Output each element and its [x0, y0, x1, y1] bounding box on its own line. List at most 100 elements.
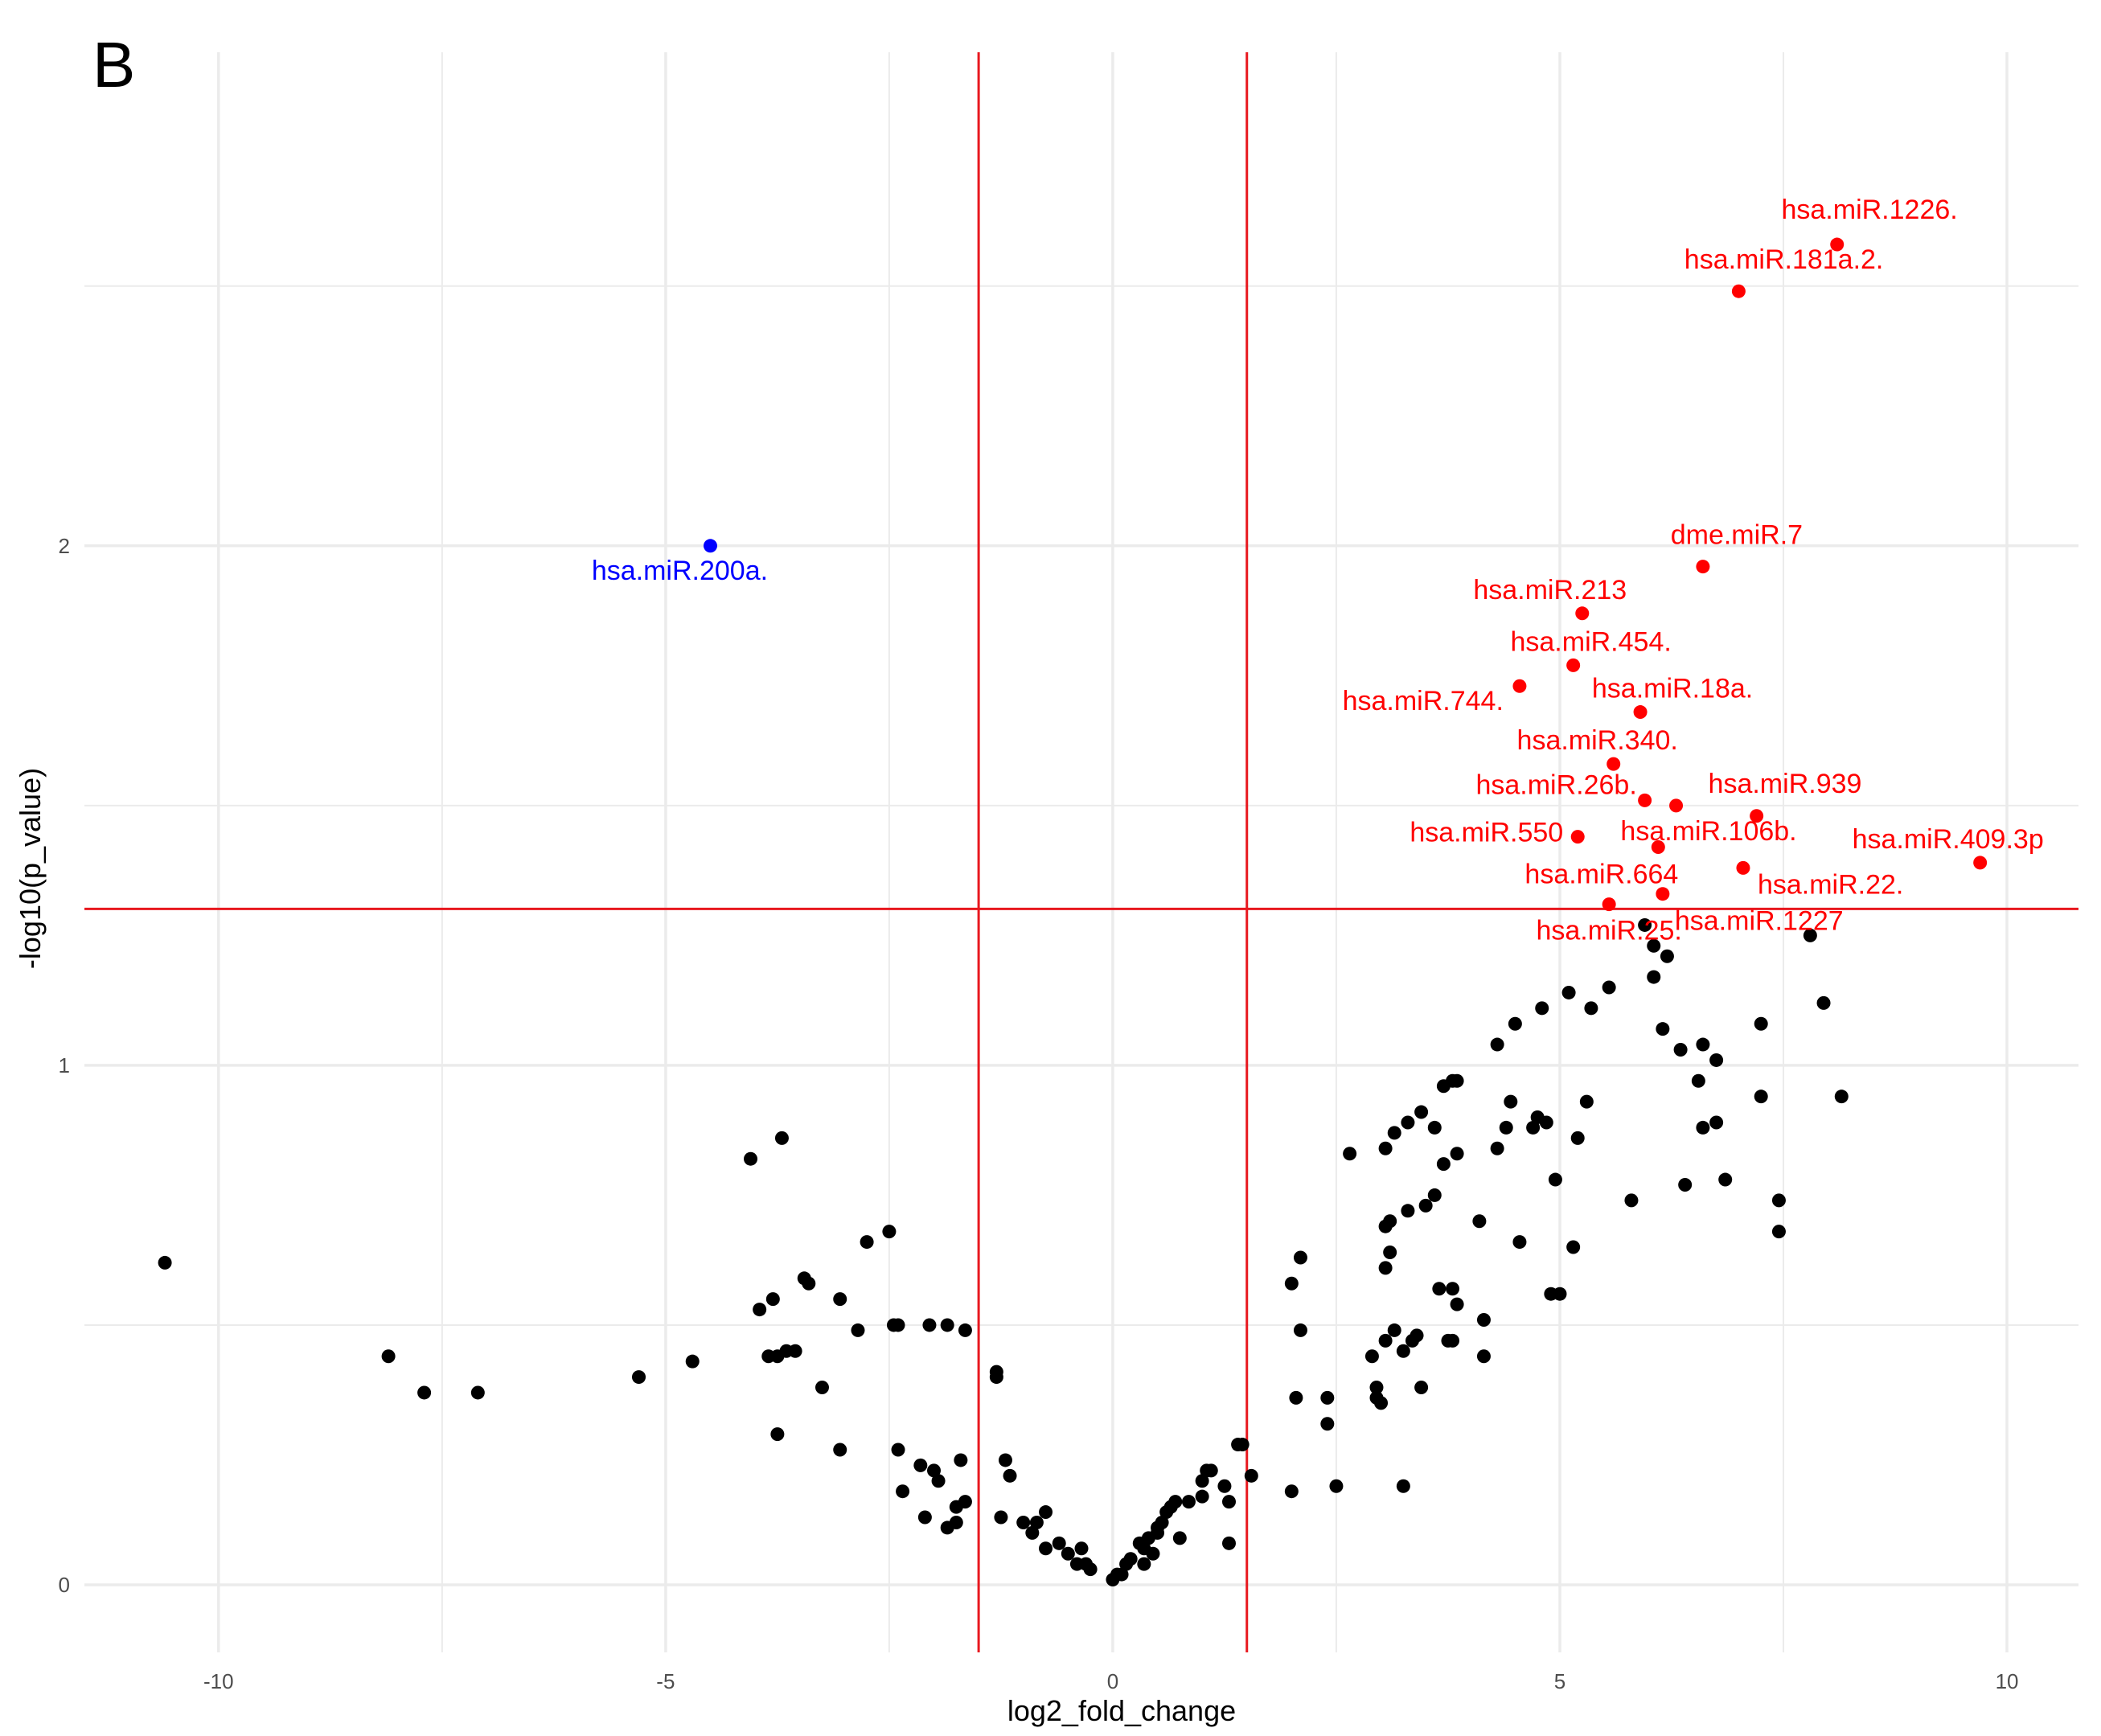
- data-point: [1378, 1333, 1393, 1348]
- significant-point: [1750, 809, 1764, 823]
- significant-point: [1570, 830, 1585, 844]
- data-point: [1083, 1562, 1098, 1577]
- data-point: [1691, 1073, 1705, 1088]
- data-point: [1168, 1495, 1183, 1509]
- data-point: [1535, 1001, 1549, 1016]
- data-point: [381, 1349, 396, 1364]
- data-point: [1343, 1147, 1357, 1161]
- significant-point: [1638, 793, 1652, 807]
- data-point: [1816, 995, 1831, 1010]
- point-label: hsa.miR.939: [1709, 769, 1862, 799]
- data-point: [1123, 1552, 1138, 1566]
- data-point: [685, 1354, 700, 1369]
- significant-point: [1633, 705, 1648, 720]
- data-point: [833, 1443, 847, 1457]
- data-point: [833, 1292, 847, 1307]
- data-point: [1561, 985, 1576, 999]
- significant-point: [1731, 284, 1746, 298]
- data-point: [788, 1344, 802, 1358]
- data-point: [1446, 1282, 1460, 1296]
- data-point: [1114, 1567, 1129, 1582]
- data-point: [1539, 1115, 1553, 1130]
- data-point: [1678, 1178, 1693, 1192]
- data-point: [1320, 1390, 1335, 1405]
- data-point: [1504, 1094, 1518, 1109]
- data-point: [1432, 1282, 1446, 1296]
- data-point: [1696, 1120, 1710, 1135]
- data-point: [1638, 917, 1652, 932]
- data-point: [774, 1131, 789, 1145]
- significant-point: [1973, 856, 1988, 870]
- data-point: [940, 1318, 954, 1332]
- data-point: [1244, 1468, 1258, 1483]
- data-point: [770, 1427, 785, 1442]
- data-point: [765, 1292, 780, 1307]
- panel-letter: B: [92, 29, 135, 101]
- point-label: hsa.miR.550: [1410, 818, 1563, 848]
- data-point: [1396, 1344, 1410, 1358]
- data-point: [1181, 1495, 1196, 1509]
- x-tick-label: 10: [1996, 1669, 2019, 1693]
- point-label: hsa.miR.181a.2.: [1684, 244, 1884, 275]
- data-point: [1172, 1531, 1187, 1545]
- data-point: [1221, 1495, 1236, 1509]
- data-point: [1387, 1323, 1401, 1337]
- data-point: [958, 1323, 972, 1337]
- point-label: hsa.miR.22.: [1758, 869, 1903, 900]
- data-point: [1499, 1120, 1513, 1135]
- data-point: [1221, 1536, 1236, 1550]
- point-label: dme.miR.7: [1671, 520, 1803, 551]
- data-point: [994, 1510, 1008, 1525]
- significant-point: [1656, 887, 1670, 901]
- data-point: [1069, 1557, 1084, 1571]
- point-label: hsa.miR.454.: [1510, 626, 1671, 657]
- data-point: [1427, 1120, 1442, 1135]
- point-label: hsa.miR.744.: [1343, 686, 1504, 716]
- data-point: [1410, 1328, 1424, 1343]
- data-point: [1378, 1141, 1393, 1155]
- data-point: [1396, 1479, 1410, 1493]
- x-tick-labels: -10 -5 0 5 10: [203, 1669, 2018, 1693]
- data-point: [1137, 1557, 1151, 1571]
- data-point: [1235, 1438, 1250, 1452]
- data-point: [1217, 1479, 1232, 1493]
- significant-point: [1651, 840, 1665, 855]
- data-point: [1052, 1536, 1066, 1550]
- point-label: hsa.miR.213: [1473, 575, 1627, 605]
- data-point: [1284, 1484, 1299, 1499]
- data-point: [1660, 949, 1674, 963]
- data-point: [1803, 928, 1817, 942]
- data-point: [1450, 1073, 1464, 1088]
- x-tick-label: 0: [1107, 1669, 1118, 1693]
- point-label: hsa.miR.1227: [1675, 906, 1844, 937]
- significant-point: [1696, 560, 1710, 574]
- data-point: [1293, 1250, 1307, 1265]
- data-point: [1526, 1120, 1541, 1135]
- y-tick-labels: 0 1 2: [59, 534, 70, 1597]
- point-label: hsa.miR.664: [1524, 860, 1678, 890]
- data-point: [1146, 1546, 1160, 1561]
- data-point: [1039, 1505, 1053, 1520]
- data-point: [1364, 1349, 1379, 1364]
- data-point: [632, 1370, 646, 1385]
- data-point: [1418, 1198, 1433, 1213]
- data-point: [989, 1365, 1003, 1379]
- data-point: [1579, 1094, 1594, 1109]
- data-point: [1570, 1131, 1585, 1145]
- significant-point: [1512, 679, 1527, 693]
- data-point: [958, 1495, 972, 1509]
- significant-point: [1602, 897, 1616, 912]
- data-point: [1284, 1276, 1299, 1291]
- data-point: [1401, 1204, 1415, 1218]
- data-point: [1566, 1240, 1581, 1254]
- point-label: hsa.miR.106b.: [1620, 816, 1796, 847]
- data-point: [1696, 1037, 1710, 1052]
- point-label: hsa.miR.1226.: [1781, 195, 1957, 225]
- grid-lines: [84, 52, 2078, 1652]
- data-point: [1061, 1546, 1075, 1561]
- data-point: [1293, 1323, 1307, 1337]
- significant-point: [1566, 658, 1581, 672]
- data-point: [1151, 1521, 1165, 1535]
- data-point: [1656, 1022, 1670, 1036]
- data-point: [1673, 1043, 1688, 1057]
